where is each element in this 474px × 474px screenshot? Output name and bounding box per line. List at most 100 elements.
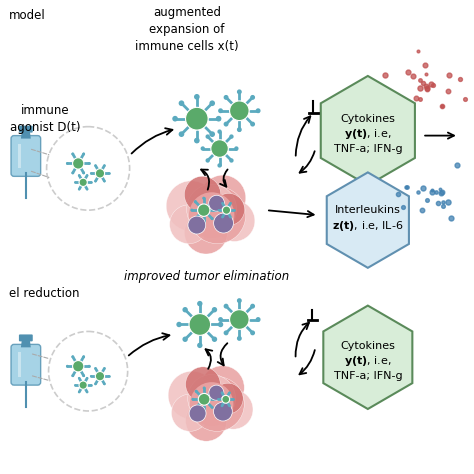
Circle shape [189, 192, 235, 238]
Circle shape [206, 158, 210, 163]
Point [432, 188, 440, 195]
Text: Cytokines: Cytokines [340, 114, 395, 124]
Point [402, 183, 410, 191]
FancyArrowPatch shape [296, 116, 310, 155]
Point [434, 199, 442, 207]
Circle shape [86, 188, 88, 190]
Circle shape [203, 386, 206, 390]
Circle shape [218, 129, 222, 134]
Circle shape [228, 392, 230, 394]
Circle shape [194, 94, 200, 100]
Polygon shape [18, 144, 21, 168]
Circle shape [202, 197, 205, 200]
Circle shape [221, 202, 224, 204]
Point [438, 102, 446, 110]
Circle shape [214, 201, 255, 241]
Circle shape [103, 383, 106, 385]
Circle shape [73, 361, 84, 372]
Circle shape [88, 365, 91, 368]
FancyArrowPatch shape [132, 128, 173, 154]
Circle shape [95, 169, 105, 178]
Text: immune
agonist D(t): immune agonist D(t) [10, 104, 81, 134]
Circle shape [218, 163, 222, 168]
Circle shape [103, 164, 106, 167]
Circle shape [82, 172, 85, 174]
Circle shape [201, 366, 244, 410]
Circle shape [222, 395, 230, 403]
Circle shape [221, 405, 223, 407]
Text: Interleukins: Interleukins [335, 205, 401, 215]
Circle shape [203, 409, 206, 412]
Polygon shape [327, 173, 409, 268]
Circle shape [234, 146, 238, 151]
Circle shape [237, 298, 242, 303]
Circle shape [255, 108, 261, 113]
Circle shape [232, 398, 234, 400]
Circle shape [191, 398, 194, 401]
Circle shape [210, 406, 214, 409]
Point [403, 183, 411, 191]
Circle shape [185, 107, 208, 130]
Circle shape [224, 95, 228, 100]
Point [445, 87, 452, 95]
Circle shape [195, 390, 198, 393]
Point [422, 71, 430, 78]
Circle shape [210, 217, 214, 220]
Circle shape [168, 371, 216, 419]
Circle shape [94, 180, 97, 182]
Polygon shape [21, 131, 31, 138]
Point [414, 188, 422, 196]
Point [447, 215, 455, 222]
Circle shape [90, 375, 92, 377]
Point [427, 80, 435, 88]
Point [462, 95, 469, 103]
Circle shape [172, 394, 209, 431]
Circle shape [250, 95, 255, 100]
Circle shape [213, 193, 245, 226]
Circle shape [82, 153, 85, 155]
FancyBboxPatch shape [19, 335, 33, 341]
FancyBboxPatch shape [11, 136, 41, 176]
Circle shape [210, 131, 215, 137]
Point [429, 81, 437, 89]
Circle shape [210, 200, 214, 203]
Text: $\bf{y(t)}$, i.e,: $\bf{y(t)}$, i.e, [344, 127, 392, 141]
Text: improved tumor elimination: improved tumor elimination [124, 270, 289, 283]
Point [419, 184, 427, 191]
Circle shape [237, 336, 242, 341]
Circle shape [195, 406, 198, 409]
Circle shape [221, 216, 224, 218]
Circle shape [179, 100, 184, 106]
FancyArrowPatch shape [300, 350, 315, 374]
Point [439, 202, 447, 210]
Point [419, 79, 427, 87]
Circle shape [46, 127, 129, 210]
Circle shape [78, 391, 80, 393]
Circle shape [72, 172, 74, 174]
Point [421, 61, 428, 68]
Circle shape [229, 134, 234, 139]
Circle shape [221, 392, 223, 394]
Circle shape [108, 172, 110, 174]
Circle shape [224, 122, 228, 127]
Circle shape [48, 331, 128, 411]
Circle shape [229, 216, 231, 218]
FancyArrowPatch shape [220, 170, 228, 187]
Text: TNF-a; IFN-g: TNF-a; IFN-g [334, 144, 402, 154]
Circle shape [103, 180, 106, 182]
Polygon shape [323, 306, 412, 409]
Text: TNF-a; IFN-g: TNF-a; IFN-g [334, 371, 402, 381]
Circle shape [188, 374, 236, 423]
Circle shape [194, 138, 200, 144]
Circle shape [214, 390, 253, 429]
Circle shape [191, 209, 193, 212]
Circle shape [209, 195, 225, 211]
Circle shape [182, 337, 188, 342]
Point [437, 190, 445, 197]
Polygon shape [18, 352, 21, 377]
Circle shape [78, 174, 80, 176]
Circle shape [197, 343, 202, 348]
Circle shape [82, 374, 85, 377]
Circle shape [198, 393, 210, 405]
Point [438, 102, 446, 110]
